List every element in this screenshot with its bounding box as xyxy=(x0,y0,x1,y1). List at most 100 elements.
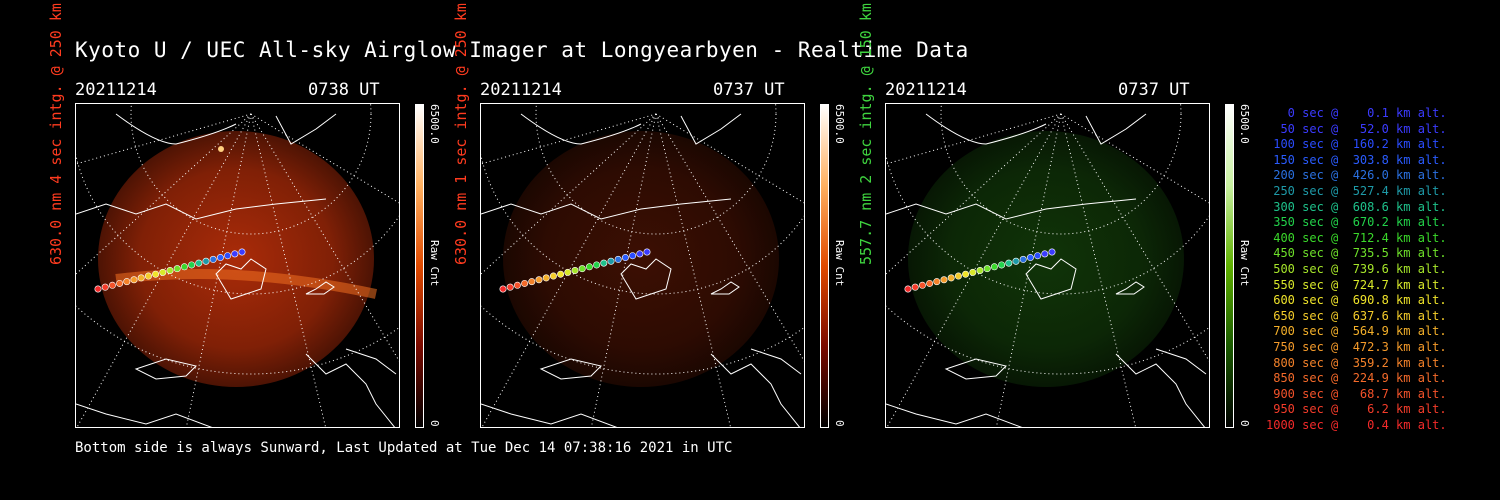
altitude-legend: 0 sec @ 0.1 km alt. 50 sec @ 52.0 km alt… xyxy=(1266,106,1447,433)
legend-entry: 450 sec @ 735.5 km alt. xyxy=(1266,246,1447,261)
legend-entry: 950 sec @ 6.2 km alt. xyxy=(1266,402,1447,417)
trajectory-point xyxy=(976,267,984,275)
trajectory-point xyxy=(614,255,622,263)
trajectory-point xyxy=(1048,248,1056,256)
footer-note: Bottom side is always Sunward, Last Upda… xyxy=(75,440,733,456)
panel-time: 0737 UT xyxy=(713,80,785,100)
coastline xyxy=(115,113,237,145)
coastline xyxy=(134,358,197,380)
legend-entry: 300 sec @ 608.6 km alt. xyxy=(1266,199,1447,214)
legend-entry: 500 sec @ 739.6 km alt. xyxy=(1266,261,1447,276)
coastline xyxy=(886,403,1023,427)
page-title: Kyoto U / UEC All-sky Airglow Imager at … xyxy=(75,38,969,62)
colorbar-unit-label: Raw Cnt xyxy=(428,240,441,287)
legend-entry: 100 sec @ 160.2 km alt. xyxy=(1266,137,1447,152)
coastline xyxy=(345,348,397,375)
allsky-image xyxy=(885,103,1210,428)
coastline xyxy=(1025,258,1077,300)
trajectory-point xyxy=(173,265,181,273)
trajectory-point xyxy=(1019,255,1027,263)
trajectory-point xyxy=(940,276,948,284)
panel-630-4sec: 20211214 0738 UT 630.0 nm 4 sec intg. @ … xyxy=(47,3,455,440)
legend-entry: 650 sec @ 637.6 km alt. xyxy=(1266,308,1447,323)
panel-date: 20211214 xyxy=(480,80,562,100)
legend-entry: 550 sec @ 724.7 km alt. xyxy=(1266,277,1447,292)
coastline xyxy=(710,353,801,427)
panel-time: 0737 UT xyxy=(1118,80,1190,100)
trajectory-point xyxy=(918,281,926,289)
legend-entry: 0 sec @ 0.1 km alt. xyxy=(1266,106,1447,120)
bright-spot xyxy=(218,146,224,152)
trajectory-point xyxy=(123,278,131,286)
longitude-line xyxy=(655,113,804,362)
coastline xyxy=(925,113,1047,145)
coastline xyxy=(539,358,602,380)
trajectory-point xyxy=(1026,254,1034,262)
coastline xyxy=(76,198,327,220)
coastline xyxy=(886,198,1137,220)
trajectory-point xyxy=(911,283,919,291)
trajectory-point xyxy=(224,252,232,260)
trajectory-point xyxy=(629,252,637,260)
trajectory-point xyxy=(180,263,188,271)
coastline xyxy=(1155,348,1207,375)
trajectory-point xyxy=(535,276,543,284)
colorbar-unit-label: Raw Cnt xyxy=(1238,240,1251,287)
trajectory-point xyxy=(947,274,955,282)
coastline xyxy=(305,281,335,295)
colorbar-unit-label: Raw Cnt xyxy=(833,240,846,287)
legend-entry: 1000 sec @ 0.4 km alt. xyxy=(1266,417,1447,432)
legend-entry: 400 sec @ 712.4 km alt. xyxy=(1266,230,1447,245)
trajectory-point xyxy=(188,261,196,269)
trajectory-point xyxy=(231,250,239,258)
colorbar-max-label: 6500.0 xyxy=(428,104,441,144)
coastline xyxy=(1115,353,1206,427)
coastline xyxy=(1115,281,1145,295)
latitude-circle xyxy=(76,305,399,375)
latitude-circle xyxy=(481,305,804,375)
coastline xyxy=(275,113,337,145)
trajectory-point xyxy=(621,254,629,262)
coastline xyxy=(1085,113,1147,145)
panel-630-1sec: 20211214 0737 UT 630.0 nm 1 sec intg. @ … xyxy=(452,3,860,440)
trajectory-point xyxy=(557,270,565,278)
colorbar xyxy=(820,104,829,428)
trajectory-point xyxy=(1005,259,1013,267)
trajectory-point xyxy=(549,272,557,280)
panel-date: 20211214 xyxy=(75,80,157,100)
legend-entry: 150 sec @ 303.8 km alt. xyxy=(1266,152,1447,167)
legend-entry: 900 sec @ 68.7 km alt. xyxy=(1266,386,1447,401)
colorbar xyxy=(415,104,424,428)
coastline xyxy=(680,113,742,145)
trajectory-point xyxy=(998,261,1006,269)
trajectory-point xyxy=(108,281,116,289)
trajectory-point xyxy=(643,248,651,256)
panel-wavelength-label: 557.7 nm 2 sec intg. @ 150 km xyxy=(857,3,875,265)
panel-date: 20211214 xyxy=(885,80,967,100)
trajectory-point xyxy=(593,261,601,269)
trajectory-point xyxy=(542,274,550,282)
latitude-circle xyxy=(886,305,1209,375)
trajectory-point xyxy=(1041,250,1049,258)
trajectory-point xyxy=(571,267,579,275)
trajectory-point xyxy=(962,270,970,278)
airglow-disk xyxy=(98,131,374,387)
coastline xyxy=(305,353,396,427)
coastline xyxy=(520,113,642,145)
trajectory-point xyxy=(94,285,102,293)
coastline xyxy=(750,348,802,375)
allsky-image xyxy=(480,103,805,428)
legend-entry: 350 sec @ 670.2 km alt. xyxy=(1266,215,1447,230)
panel-557-2sec: 20211214 0737 UT 557.7 nm 2 sec intg. @ … xyxy=(857,3,1265,440)
coastline xyxy=(215,258,267,300)
trajectory-point xyxy=(216,254,224,262)
trajectory-point xyxy=(585,263,593,271)
trajectory-point xyxy=(195,259,203,267)
colorbar-min-label: 0 xyxy=(1238,420,1251,427)
trajectory-point xyxy=(564,268,572,276)
trajectory-point xyxy=(513,281,521,289)
colorbar xyxy=(1225,104,1234,428)
coastline xyxy=(76,403,213,427)
legend-entry: 50 sec @ 52.0 km alt. xyxy=(1266,121,1447,136)
coastline xyxy=(944,358,1007,380)
